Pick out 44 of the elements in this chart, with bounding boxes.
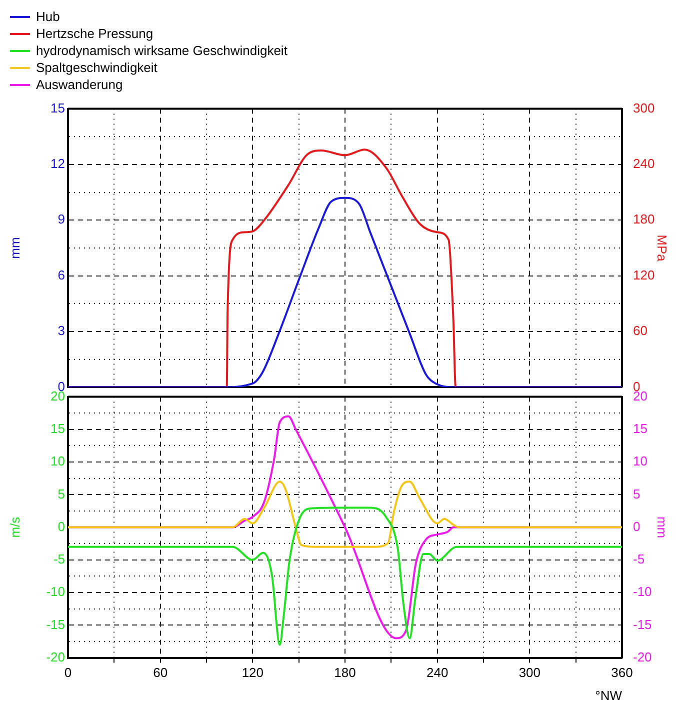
- y2-tick-label: 15: [633, 421, 648, 436]
- y-axis-title: m/s: [7, 516, 22, 538]
- y-tick-label: 15: [50, 100, 65, 116]
- x-axis-title: °NW: [595, 688, 623, 703]
- x-tick-label: 180: [334, 665, 356, 680]
- y2-tick-label: -10: [633, 584, 652, 600]
- y-tick-label: 12: [50, 156, 65, 172]
- y2-tick-label: -20: [633, 649, 652, 664]
- y-tick-label: 5: [58, 486, 65, 502]
- y-tick-label: 0: [58, 518, 65, 534]
- y-tick-label: 3: [58, 323, 65, 338]
- y-tick-label: 15: [50, 421, 65, 436]
- legend-label: Hertzsche Pressung: [36, 25, 154, 42]
- legend-label: Spaltgeschwindigkeit: [36, 59, 158, 76]
- legend-label: Hub: [36, 8, 60, 25]
- line-series: [68, 480, 622, 548]
- y2-tick-label: 240: [633, 156, 655, 172]
- y2-tick-label: 60: [633, 323, 648, 338]
- legend-label: Auswanderung: [36, 76, 123, 93]
- y-tick-label: 6: [58, 267, 65, 282]
- y2-axis-title: mm: [654, 516, 670, 538]
- y2-tick-label: 10: [633, 454, 648, 469]
- y2-tick-label: 180: [633, 212, 655, 227]
- x-tick-label: 300: [518, 665, 541, 680]
- y-tick-label: -10: [46, 584, 65, 600]
- y2-tick-label: -15: [633, 616, 652, 632]
- x-tick-label: 120: [242, 665, 264, 680]
- y2-tick-label: 300: [633, 100, 655, 116]
- y-tick-label: -5: [53, 552, 65, 567]
- y-tick-label: 10: [50, 454, 65, 469]
- line-series: [68, 506, 622, 646]
- y-axis-title: mm: [7, 237, 22, 259]
- y2-axis-title: MPa: [654, 234, 670, 262]
- legend-label: hydrodynamisch wirksame Geschwindigkeit: [36, 42, 288, 59]
- x-tick-label: 240: [426, 665, 448, 680]
- y2-tick-label: 5: [633, 486, 640, 502]
- y-tick-label: 9: [58, 212, 65, 227]
- y2-tick-label: 120: [633, 267, 655, 282]
- y2-tick-label: 0: [633, 518, 640, 534]
- y2-tick-label: -5: [633, 552, 645, 567]
- y-tick-label: -20: [46, 649, 65, 664]
- y-tick-label: -15: [46, 616, 65, 632]
- x-tick-label: 60: [153, 665, 168, 680]
- x-tick-label: 360: [611, 665, 633, 680]
